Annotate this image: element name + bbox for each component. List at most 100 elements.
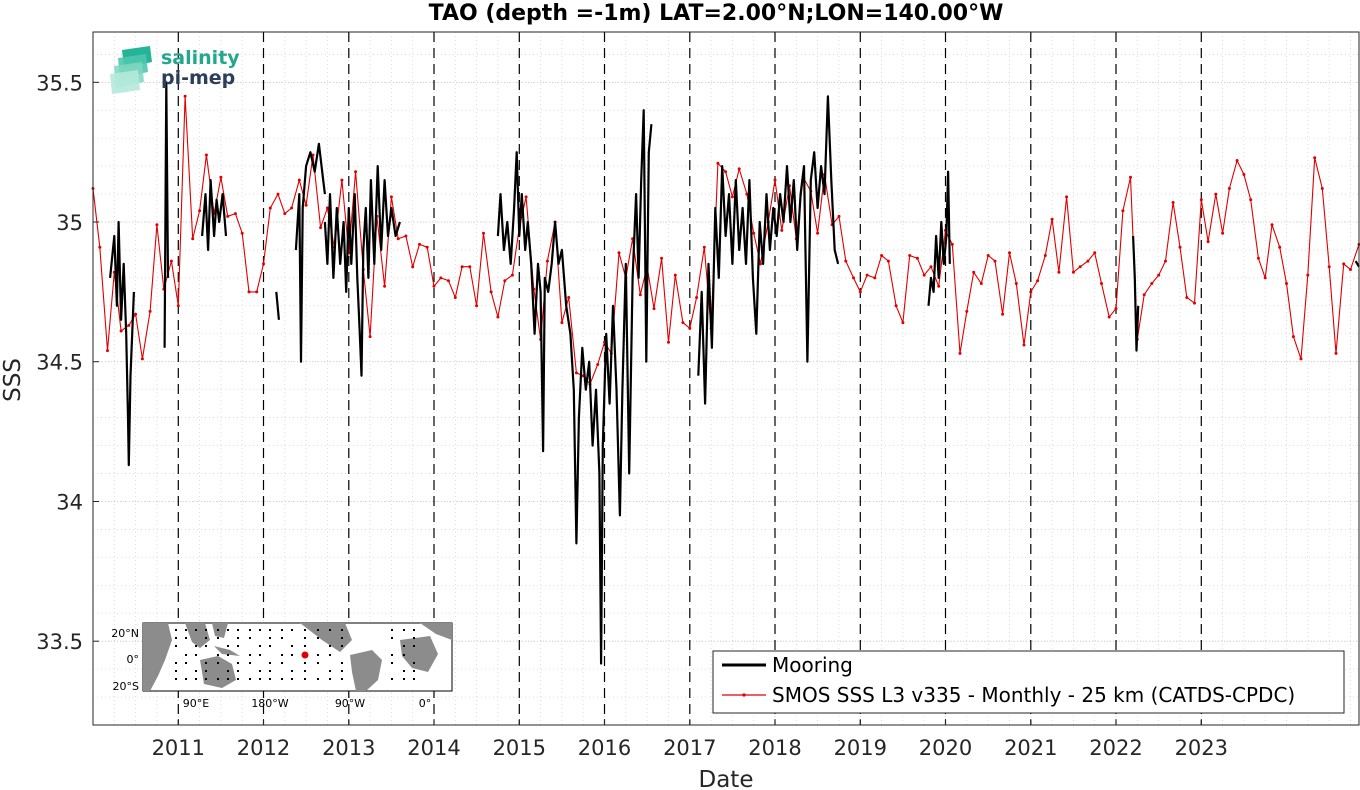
- smos-point: [1206, 240, 1210, 244]
- inset-lon-label-0: 0°: [419, 697, 432, 710]
- smos-point: [325, 206, 329, 210]
- inset-buoy-dot: [249, 654, 251, 656]
- smos-point: [852, 276, 855, 280]
- inset-buoy-dot: [269, 637, 271, 639]
- inset-buoy-dot: [291, 678, 293, 680]
- smos-point: [702, 245, 706, 249]
- plot-area-border: [92, 31, 1360, 726]
- smos-point: [1065, 195, 1069, 199]
- x-tick-label: 2014: [407, 736, 460, 760]
- inset-buoy-dot: [281, 654, 283, 656]
- inset-buoy-dot: [317, 662, 319, 664]
- inset-buoy-dot: [413, 637, 415, 639]
- smos-point: [1057, 270, 1061, 274]
- smos-point: [1129, 175, 1132, 179]
- smos-point: [1285, 282, 1288, 285]
- mooring-segment: [1132, 235, 1140, 352]
- inset-buoy-dot: [291, 629, 293, 631]
- x-tick-label: 2019: [834, 736, 887, 760]
- smos-point: [1100, 282, 1103, 285]
- inset-buoy-dot: [195, 629, 197, 631]
- smos-point: [1086, 259, 1090, 263]
- smos-point: [667, 340, 670, 344]
- x-tick-label: 2017: [663, 736, 716, 760]
- smos-point: [773, 178, 777, 182]
- smos-point: [560, 321, 564, 325]
- inset-buoy-dot: [281, 637, 283, 639]
- salinity-pimep-logo: salinity pi-mep: [110, 46, 240, 94]
- x-axis-label: Date: [699, 767, 754, 790]
- inset-buoy-dot: [259, 629, 261, 631]
- smos-point: [1001, 312, 1005, 316]
- inset-buoy-dot: [185, 654, 187, 656]
- smos-point: [468, 265, 472, 269]
- inset-buoy-dot: [269, 670, 271, 672]
- smos-point: [1235, 159, 1239, 162]
- mooring-segment: [323, 165, 401, 377]
- inset-buoy-dot: [205, 662, 207, 664]
- inset-buoy-dot: [227, 670, 229, 672]
- smos-point: [453, 296, 457, 299]
- inset-buoy-dot: [391, 637, 393, 639]
- smos-point: [1121, 209, 1125, 213]
- smos-point: [98, 245, 102, 249]
- smos-point: [496, 315, 500, 319]
- inset-buoy-dot: [227, 678, 229, 680]
- inset-buoy-dot: [269, 678, 271, 680]
- inset-buoy-dot: [317, 678, 319, 680]
- smos-point: [198, 209, 202, 213]
- smos-point: [1114, 307, 1118, 311]
- inset-buoy-dot: [237, 629, 239, 631]
- inset-buoy-dot: [227, 629, 229, 631]
- smos-point: [1193, 301, 1196, 305]
- inset-land: [143, 623, 452, 691]
- smos-point: [1093, 251, 1097, 255]
- smos-point: [319, 226, 323, 230]
- inset-buoy-dot: [403, 629, 405, 631]
- smos-point: [439, 276, 443, 280]
- smos-point: [255, 290, 259, 294]
- inset-buoy-dot: [185, 678, 187, 680]
- inset-buoy-dot: [259, 645, 261, 647]
- smos-point: [460, 265, 464, 269]
- x-tick-label: 2021: [1004, 736, 1057, 760]
- smos-point: [1036, 279, 1040, 283]
- smos-point: [276, 192, 280, 196]
- inset-buoy-dot: [304, 662, 306, 664]
- smos-point: [134, 312, 138, 316]
- smos-point: [482, 231, 485, 235]
- smos-point: [127, 323, 131, 327]
- x-tick-label: 2016: [578, 736, 631, 760]
- inset-buoy-dot: [391, 654, 393, 656]
- smos-point: [950, 242, 954, 246]
- inset-buoy-dot: [269, 662, 271, 664]
- x-tick-label: 2020: [919, 736, 972, 760]
- smos-point: [169, 259, 173, 263]
- inset-buoy-dot: [281, 629, 283, 631]
- smos-point: [1221, 231, 1225, 235]
- mooring-segment: [294, 142, 326, 363]
- smos-point: [1270, 223, 1274, 227]
- logo-line1: salinity: [161, 47, 240, 69]
- smos-point: [389, 195, 393, 199]
- smos-point: [119, 329, 123, 333]
- inset-buoy-dot: [195, 645, 197, 647]
- inset-buoy-dot: [413, 629, 415, 631]
- inset-lon-label-180w: 180°W: [251, 697, 288, 710]
- inset-buoy-dot: [249, 637, 251, 639]
- inset-buoy-dot: [269, 629, 271, 631]
- smos-point: [716, 161, 720, 165]
- inset-buoy-dot: [304, 678, 306, 680]
- inset-buoy-dot: [249, 629, 251, 631]
- smos-point: [844, 259, 848, 263]
- x-tick-label: 2013: [322, 736, 375, 760]
- legend-smos-label: SMOS SSS L3 v335 - Monthly - 25 km (CATD…: [772, 683, 1295, 707]
- smos-point: [1291, 335, 1295, 339]
- smos-point: [574, 371, 578, 375]
- inset-buoy-dot: [291, 645, 293, 647]
- inset-buoy-dot: [195, 678, 197, 680]
- smos-point: [1306, 273, 1310, 277]
- smos-point: [262, 262, 265, 266]
- smos-point: [886, 259, 890, 263]
- smos-point: [204, 153, 208, 157]
